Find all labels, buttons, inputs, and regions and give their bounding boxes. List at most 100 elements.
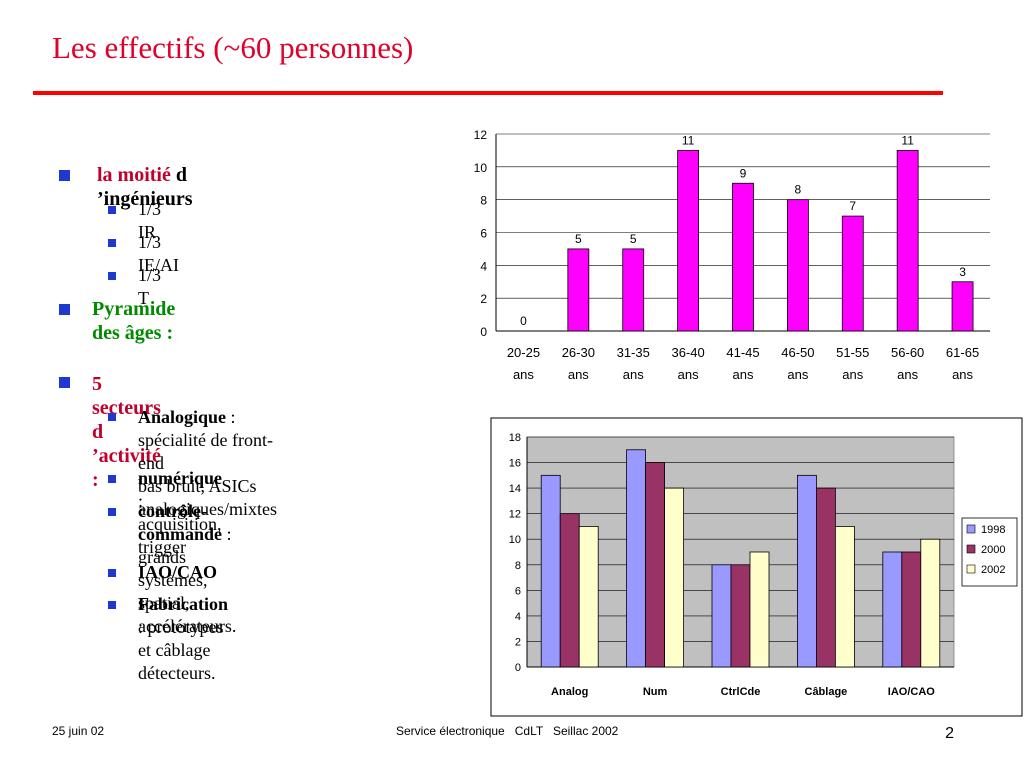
legend-label: 2002 bbox=[981, 564, 1005, 576]
bullet-square-icon bbox=[108, 239, 116, 247]
bullet-engineers-text: d ’ingénieurs bbox=[97, 164, 193, 210]
x-tick-label: CtrlCde bbox=[721, 686, 761, 698]
bar bbox=[622, 248, 645, 332]
x-tick-label: ans bbox=[623, 367, 644, 382]
data-label: 11 bbox=[901, 133, 914, 147]
x-tick-label: 31-35 bbox=[617, 345, 650, 360]
bar bbox=[816, 487, 836, 668]
sector-name: Fabrication bbox=[138, 594, 228, 614]
x-tick-label: ans bbox=[787, 367, 808, 382]
bar bbox=[920, 538, 941, 668]
x-tick-label: ans bbox=[842, 367, 863, 382]
bullet-pyramide: Pyramide des âges : bbox=[92, 298, 176, 344]
bullet-engineers-highlight: la moitié bbox=[97, 164, 171, 186]
x-tick-label: Num bbox=[643, 686, 668, 698]
bar bbox=[664, 487, 684, 668]
y-tick-label: 2 bbox=[480, 292, 487, 306]
x-tick-label: 26-30 bbox=[562, 345, 595, 360]
sub-bullet-controle: contrôle-commande : grands systèmes, spa… bbox=[138, 500, 236, 638]
y-tick-label: 6 bbox=[480, 227, 487, 241]
footer-date: 25 juin 02 bbox=[52, 724, 105, 738]
bullet-square-icon bbox=[108, 475, 116, 483]
data-label: 0 bbox=[520, 314, 527, 328]
y-tick-label: 8 bbox=[480, 194, 487, 208]
bar bbox=[711, 564, 732, 668]
y-tick-label: 0 bbox=[480, 325, 487, 339]
x-tick-label: 36-40 bbox=[671, 345, 704, 360]
y-tick-label: 4 bbox=[515, 611, 521, 623]
x-tick-label: ans bbox=[952, 367, 973, 382]
bullet-square-icon bbox=[108, 272, 116, 280]
plot-area bbox=[526, 436, 955, 668]
sector-description-line2: systèmes, spatial, accélérateurs. bbox=[138, 570, 237, 636]
slide-title: Les effectifs (~60 personnes) bbox=[52, 30, 414, 65]
bar bbox=[645, 462, 665, 668]
data-label: 8 bbox=[795, 183, 802, 197]
y-tick-label: 10 bbox=[509, 534, 521, 546]
sector-description-line2: bas bruit, ASICs analogiques/mixtes bbox=[138, 476, 277, 519]
sector-name: IAO/CAO bbox=[138, 562, 218, 582]
chart-frame bbox=[490, 417, 1023, 717]
sub-bullet-iao-cao: IAO/CAO bbox=[138, 561, 217, 584]
bar bbox=[677, 150, 700, 332]
sub-bullet-numerique: numérique : acquisition, trigger bbox=[138, 467, 222, 559]
x-tick-label: ans bbox=[678, 367, 699, 382]
y-tick-label: 10 bbox=[474, 161, 488, 175]
x-tick-label: 20-25 bbox=[507, 345, 540, 360]
page-number: 2 bbox=[945, 725, 954, 742]
legend-swatch bbox=[966, 564, 976, 574]
y-tick-label: 2 bbox=[515, 636, 521, 648]
bar bbox=[749, 551, 770, 668]
y-tick-label: 14 bbox=[509, 483, 521, 495]
sector-name: contrôle-commande bbox=[138, 501, 222, 544]
y-tick-label: 0 bbox=[515, 662, 521, 674]
y-tick-label: 6 bbox=[515, 585, 521, 597]
legend-label: 1998 bbox=[981, 524, 1005, 536]
x-tick-label: 61-65 bbox=[946, 345, 979, 360]
sector-name: Analogique bbox=[138, 407, 227, 427]
data-label: 9 bbox=[740, 166, 747, 180]
x-tick-label: Analog bbox=[551, 686, 588, 698]
sub-bullet-fabrication: Fabrication : prototypes et câblage déte… bbox=[138, 593, 228, 685]
bullet-square-icon bbox=[108, 206, 116, 214]
sub-bullet-ir: 1/3 IR bbox=[138, 199, 162, 242]
bar bbox=[626, 449, 646, 668]
bar bbox=[896, 150, 919, 332]
y-tick-label: 16 bbox=[509, 458, 521, 470]
x-tick-label: ans bbox=[513, 367, 534, 382]
sector-description: : acquisition, trigger bbox=[138, 491, 222, 557]
bar bbox=[841, 215, 864, 332]
x-tick-label: 41-45 bbox=[726, 345, 759, 360]
bullet-square-icon bbox=[108, 413, 116, 421]
footer-center: Service électronique CdLT Seillac 2002 bbox=[396, 724, 619, 738]
legend-box bbox=[961, 517, 1018, 587]
bar bbox=[786, 199, 809, 332]
bar bbox=[559, 513, 580, 668]
x-tick-label: ans bbox=[733, 367, 754, 382]
legend-swatch bbox=[966, 544, 976, 554]
sub-bullet-t: 1/3 T bbox=[138, 265, 162, 308]
y-tick-label: 12 bbox=[509, 509, 521, 521]
sub-bullet-analogique: Analogique : spécialité de front-end bas… bbox=[138, 406, 277, 521]
bar bbox=[797, 474, 817, 668]
bullet-square-icon bbox=[59, 170, 70, 181]
bar bbox=[951, 281, 974, 332]
data-label: 11 bbox=[682, 133, 695, 147]
bar bbox=[540, 474, 561, 668]
data-label: 5 bbox=[630, 232, 637, 246]
bar bbox=[730, 564, 751, 668]
bar bbox=[732, 182, 754, 332]
bullet-square-icon bbox=[59, 377, 70, 388]
bullet-square-icon bbox=[108, 601, 116, 609]
legend-label: 2000 bbox=[981, 544, 1005, 556]
bar bbox=[835, 526, 855, 668]
bar bbox=[901, 551, 922, 668]
x-tick-label: 51-55 bbox=[836, 345, 869, 360]
y-tick-label: 4 bbox=[480, 259, 487, 273]
x-tick-label: ans bbox=[897, 367, 918, 382]
sector-description: : spécialité de front-end bbox=[138, 407, 273, 473]
x-tick-label: 46-50 bbox=[781, 345, 814, 360]
y-tick-label: 8 bbox=[515, 560, 521, 572]
bullet-square-icon bbox=[59, 304, 70, 315]
data-label: 7 bbox=[849, 199, 856, 213]
